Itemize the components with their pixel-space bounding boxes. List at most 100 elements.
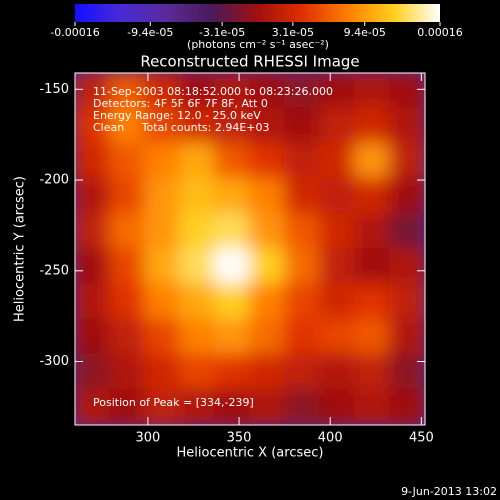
heatmap-cell [75, 107, 111, 145]
heatmap-cell [284, 318, 321, 356]
heatmap-cell [354, 212, 391, 250]
heatmap-cell [249, 318, 286, 356]
heatmap-cell [249, 107, 286, 145]
heatmap-cell [214, 177, 251, 215]
heatmap-cell [319, 73, 356, 110]
colorbar-tick-label: -3.1e-05 [199, 26, 245, 39]
heatmap-cell [179, 248, 216, 286]
heatmap-cell [284, 107, 321, 145]
heatmap-cell [284, 283, 321, 321]
colorbar [75, 4, 440, 22]
heatmap-cell [249, 248, 286, 286]
heatmap-cell [75, 212, 111, 250]
heatmap-cell [75, 73, 111, 110]
x-tick-label: 400 [318, 431, 343, 446]
heatmap-cell [284, 388, 321, 425]
heatmap-cell [214, 73, 251, 110]
heatmap-cell [319, 177, 356, 215]
heatmap-cell [179, 318, 216, 356]
heatmap-cell [319, 107, 356, 145]
chart-title: Reconstructed RHESSI Image [140, 53, 359, 71]
heatmap-cell [144, 73, 181, 110]
heatmap-cell [179, 388, 216, 425]
heatmap-cell [249, 73, 286, 110]
colorbar-tick-label: 3.1e-05 [272, 26, 314, 39]
heatmap-cell [109, 353, 146, 391]
colorbar-label: (photons cm⁻² s⁻¹ asec⁻²) [187, 38, 329, 51]
heatmap-cell [389, 318, 425, 356]
heatmap-cell [319, 353, 356, 391]
y-tick-label: -150 [39, 82, 69, 97]
heatmap-cell [144, 353, 181, 391]
heatmap-cell [319, 212, 356, 250]
annotation: Clean Total counts: 2.94E+03 [93, 121, 270, 134]
heatmap-cell [354, 388, 391, 425]
heatmap-cell [109, 388, 146, 425]
heatmap [75, 73, 425, 425]
heatmap-cell [144, 388, 181, 425]
heatmap-cell [389, 283, 425, 321]
heatmap-cell [179, 107, 216, 145]
heatmap-cell [144, 177, 181, 215]
heatmap-cell [389, 73, 425, 110]
heatmap-cell [214, 248, 251, 286]
heatmap-cell [109, 283, 146, 321]
heatmap-cell [354, 318, 391, 356]
plot-frame [74, 72, 426, 426]
heatmap-cell [179, 283, 216, 321]
heatmap-cell [284, 248, 321, 286]
heatmap-cell [354, 353, 391, 391]
heatmap-cell [319, 142, 356, 180]
heatmap-cell [179, 73, 216, 110]
annotation: Position of Peak = [334,-239] [93, 396, 254, 409]
heatmap-cells [75, 73, 425, 425]
heatmap-cell [354, 177, 391, 215]
heatmap-cell [284, 142, 321, 180]
y-tick-label: -200 [39, 173, 69, 188]
heatmap-cell [389, 212, 425, 250]
heatmap-cell [389, 388, 425, 425]
x-tick-label: 300 [136, 431, 161, 446]
x-axis-label: Heliocentric X (arcsec) [177, 446, 324, 461]
heatmap-cell [109, 142, 146, 180]
heatmap-cell [144, 212, 181, 250]
heatmap-cell [389, 353, 425, 391]
heatmap-cell [109, 73, 146, 110]
heatmap-cell [214, 353, 251, 391]
annotation: 11-Sep-2003 08:18:52.000 to 08:23:26.000 [93, 85, 333, 98]
heatmap-cell [75, 388, 111, 425]
heatmap-cell [249, 353, 286, 391]
heatmap-cell [284, 177, 321, 215]
heatmap-cell [109, 177, 146, 215]
heatmap-cell [109, 107, 146, 145]
heatmap-cell [144, 142, 181, 180]
heatmap-cell [144, 107, 181, 145]
heatmap-cell [214, 283, 251, 321]
heatmap-cell [214, 142, 251, 180]
heatmap-cell [249, 212, 286, 250]
heatmap-cell [144, 248, 181, 286]
heatmap-cell [109, 212, 146, 250]
heatmap-cell [319, 388, 356, 425]
heatmap-cell [389, 177, 425, 215]
heatmap-cell [319, 283, 356, 321]
heatmap-cell [214, 388, 251, 425]
x-tick-label: 450 [409, 431, 434, 446]
heatmap-cell [389, 107, 425, 145]
heatmap-cell [109, 248, 146, 286]
heatmap-cell [214, 212, 251, 250]
y-tick-label: -250 [39, 263, 69, 278]
heatmap-cell [249, 142, 286, 180]
heatmap-cell [214, 107, 251, 145]
y-tick-label: -300 [39, 354, 69, 369]
heatmap-cell [214, 318, 251, 356]
heatmap-cell [179, 142, 216, 180]
heatmap-cell [75, 283, 111, 321]
colorbar-tick-label: -0.00016 [50, 26, 99, 39]
heatmap-cell [284, 73, 321, 110]
heatmap-cell [249, 177, 286, 215]
heatmap-cell [354, 73, 391, 110]
heatmap-cell [354, 142, 391, 180]
